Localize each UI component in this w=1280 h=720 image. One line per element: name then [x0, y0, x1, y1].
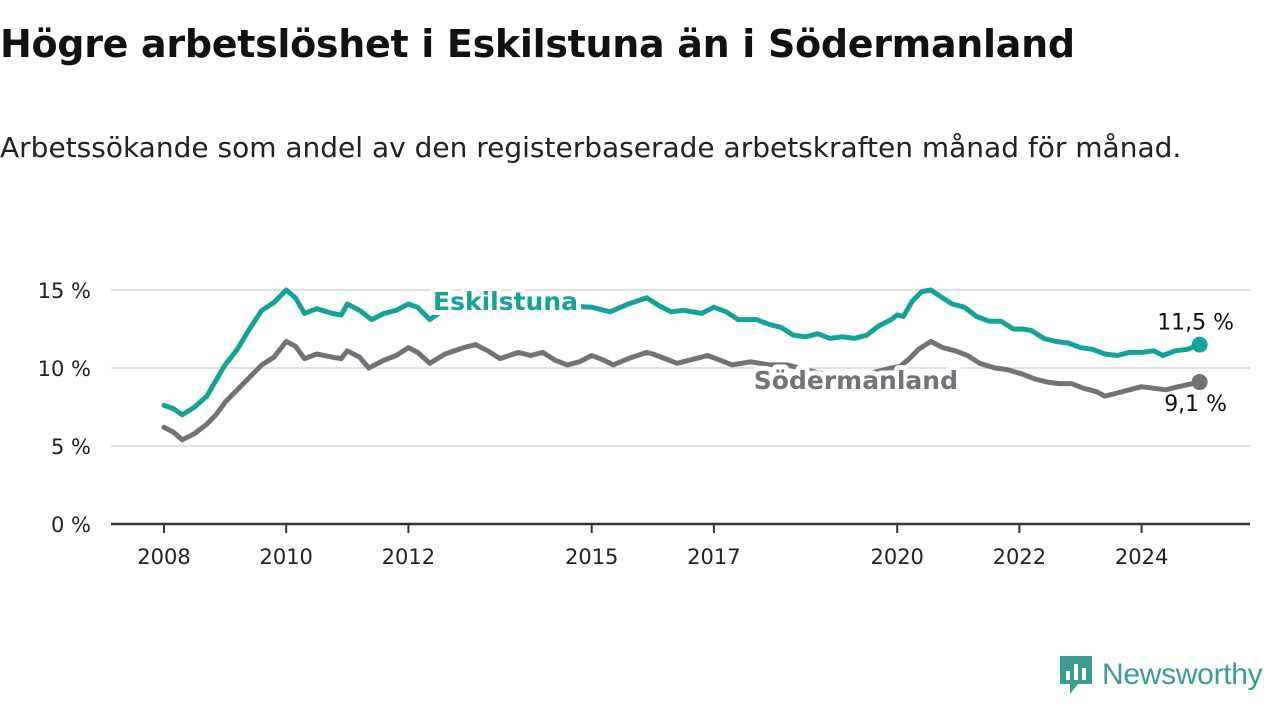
x-tick-label: 2022 [993, 545, 1046, 569]
series-line-eskilstuna [161, 287, 1203, 418]
series-line-södermanland [161, 339, 1203, 443]
brand-logo: Newsworthy [1058, 654, 1263, 696]
x-tick-label: 2024 [1115, 545, 1168, 569]
end-point-södermanland [1191, 374, 1208, 391]
series-label-södermanland: Södermanland [754, 366, 958, 395]
newsworthy-chart-logo-icon [1060, 656, 1092, 694]
y-tick-label: 10 % [38, 357, 91, 381]
x-tick-label: 2010 [259, 545, 312, 569]
brand-name: Newsworthy [1102, 658, 1263, 691]
y-tick-label: 15 % [38, 279, 91, 303]
end-point-eskilstuna [1191, 336, 1208, 353]
x-tick-label: 2008 [137, 545, 190, 569]
chart-subtitle: Arbetssökande som andel av den registerb… [0, 131, 1182, 164]
x-tick-label: 2015 [565, 545, 618, 569]
y-tick-label: 0 % [51, 513, 91, 537]
x-tick-label: 2012 [382, 545, 435, 569]
chart-title: Högre arbetslöshet i Eskilstuna än i Söd… [0, 22, 1075, 66]
x-tick-label: 2020 [870, 545, 923, 569]
x-tick-label: 2017 [687, 545, 740, 569]
end-value-label-eskilstuna: 11,5 % [1157, 311, 1234, 336]
end-value-label-södermanland: 9,1 % [1164, 392, 1227, 417]
series-label-eskilstuna: Eskilstuna [433, 287, 578, 316]
y-tick-label: 5 % [51, 435, 91, 459]
